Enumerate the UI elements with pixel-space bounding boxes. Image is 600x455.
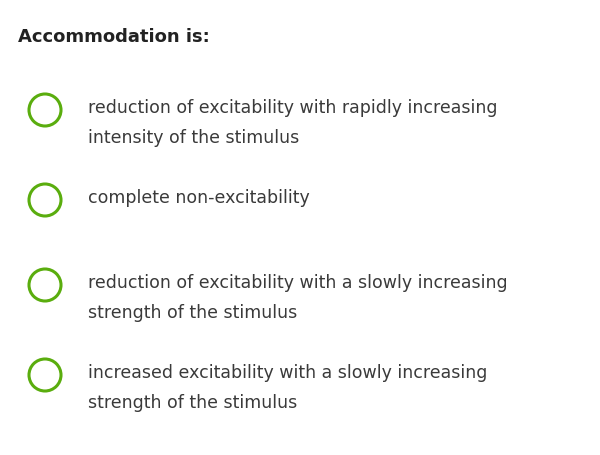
Text: strength of the stimulus: strength of the stimulus xyxy=(88,304,297,322)
Text: intensity of the stimulus: intensity of the stimulus xyxy=(88,129,299,147)
Text: increased excitability with a slowly increasing: increased excitability with a slowly inc… xyxy=(88,364,487,382)
Text: reduction of excitability with a slowly increasing: reduction of excitability with a slowly … xyxy=(88,274,508,292)
Text: strength of the stimulus: strength of the stimulus xyxy=(88,394,297,412)
Text: Accommodation is:: Accommodation is: xyxy=(18,28,210,46)
Text: complete non-excitability: complete non-excitability xyxy=(88,189,310,207)
Text: reduction of excitability with rapidly increasing: reduction of excitability with rapidly i… xyxy=(88,99,497,117)
